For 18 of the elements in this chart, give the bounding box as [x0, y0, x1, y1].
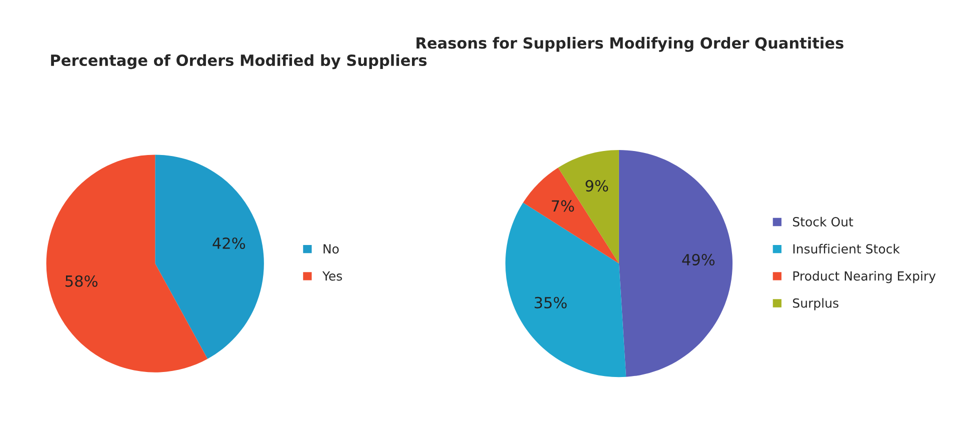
- data-label: 42%: [212, 237, 246, 250]
- pie-slice: [155, 154, 264, 359]
- chart-title: Percentage of Orders Modified by Suppliers: [51, 54, 427, 70]
- data-label: 9%: [586, 180, 608, 192]
- legend-label: No: [324, 244, 339, 254]
- legend-label: Insufficient Stock: [793, 244, 900, 254]
- pie-slice: [523, 168, 619, 264]
- legend-label: Product Nearing Expiry: [793, 271, 936, 284]
- data-label: 58%: [66, 275, 98, 287]
- data-label: 7%: [552, 200, 574, 212]
- legend-label: Surplus: [792, 298, 838, 310]
- legend-label: Yes: [322, 271, 342, 281]
- data-label: 35%: [534, 296, 567, 308]
- legend-label: Stock Out: [792, 216, 854, 226]
- pie-slice: [618, 150, 732, 377]
- chart-title: Reasons for Suppliers Modifying Order Quantities: [416, 36, 844, 52]
- pie-slice: [46, 154, 208, 372]
- data-label: 49%: [682, 254, 715, 266]
